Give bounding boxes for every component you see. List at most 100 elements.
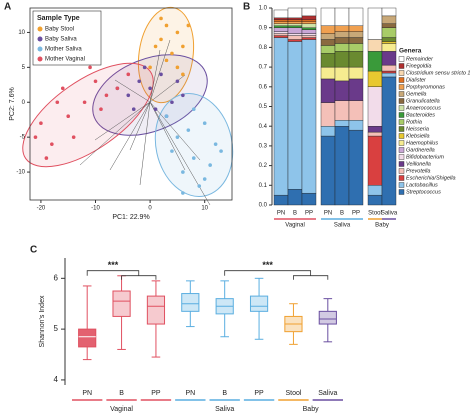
- sig-bracket: [293, 275, 329, 280]
- y-tick-label: 0.5: [259, 104, 268, 110]
- legend-label: Porphyromonas: [406, 84, 445, 90]
- y-tick-label: 1.0: [259, 6, 268, 12]
- bar-segment: [301, 29, 317, 34]
- point: [126, 72, 131, 77]
- legend-label: Remainder: [406, 56, 434, 62]
- plot-frame: [29, 7, 233, 201]
- bar-segment: [367, 7, 383, 40]
- legend-swatch: [398, 154, 405, 160]
- bar-segment: [381, 43, 397, 52]
- bar-segment: [334, 25, 350, 32]
- bar-segment: [334, 125, 350, 206]
- bar-segment: [334, 37, 350, 44]
- arrow: [79, 101, 151, 166]
- legend-label: Anaerococcus: [405, 105, 441, 111]
- x-tick-label: PP: [254, 390, 264, 397]
- bar-segment: [273, 19, 289, 22]
- point: [159, 16, 163, 21]
- y-tick-label: 0.7: [259, 65, 268, 71]
- y-tick-label: 0.1: [259, 183, 268, 189]
- legend-swatch: [398, 56, 405, 62]
- bar-segment: [381, 23, 397, 28]
- bar-segment: [367, 39, 383, 52]
- point: [104, 93, 109, 98]
- bar-segment: [301, 33, 317, 36]
- legend-box: [32, 10, 102, 66]
- legend-title: Sample Type: [37, 15, 80, 22]
- box: [112, 290, 131, 317]
- group-label: Baby: [303, 406, 319, 413]
- bar-segment: [273, 194, 289, 206]
- arrow: [94, 101, 151, 141]
- bar-segment: [287, 25, 303, 28]
- bar-segment: [381, 27, 397, 38]
- legend-label: Baby Stool: [45, 27, 74, 33]
- bar-segment: [348, 120, 364, 131]
- bar-segment: [367, 51, 383, 72]
- arrow: [129, 101, 151, 151]
- point: [126, 93, 131, 98]
- arrow: [149, 101, 211, 206]
- legend-swatch: [398, 147, 405, 153]
- x-tick-label: PN: [324, 211, 332, 217]
- point: [191, 156, 196, 160]
- arrow: [114, 79, 151, 103]
- point: [202, 121, 207, 125]
- group-label: Saliva: [215, 406, 234, 413]
- point: [202, 177, 207, 181]
- bar-segment: [301, 37, 317, 40]
- bar-segment: [334, 31, 350, 38]
- bar-segment: [334, 51, 350, 68]
- bar-segment: [287, 17, 303, 21]
- bar-segment: [301, 192, 317, 206]
- legend-label: Bacteroides: [406, 112, 435, 118]
- point: [131, 107, 136, 112]
- bar-segment: [320, 78, 336, 103]
- point: [197, 184, 202, 188]
- x-tick-label: PP: [305, 211, 313, 217]
- x-tick-label: 10: [201, 206, 208, 212]
- x-tick-label: B: [340, 211, 344, 217]
- point: [159, 37, 163, 42]
- y-tick-label: 5: [54, 324, 59, 333]
- bar-segment: [287, 21, 303, 24]
- legend-swatch: [398, 175, 405, 181]
- bar-segment: [273, 25, 289, 28]
- bar-segment: [320, 135, 336, 206]
- legend-swatch: [398, 126, 405, 132]
- box: [249, 295, 269, 312]
- legend-label: Dialister: [406, 77, 427, 83]
- bar-segment: [273, 21, 289, 24]
- legend-label: Granulicatella: [406, 98, 440, 104]
- bar-segment: [367, 185, 383, 196]
- legend-label: Baby Saliva: [45, 37, 77, 43]
- bar-segment: [381, 7, 397, 17]
- panel-label: C: [30, 245, 37, 256]
- bar-segment: [287, 7, 303, 19]
- point: [164, 23, 169, 28]
- bar-segment: [381, 64, 397, 72]
- bar-segment: [287, 189, 303, 206]
- loading-arrows: [79, 39, 211, 206]
- bar-segment: [381, 70, 397, 74]
- box: [78, 328, 97, 348]
- sig-bracket: [121, 275, 157, 280]
- legend-label: Lactobacillus: [406, 182, 438, 188]
- sig-bracket: [86, 270, 140, 276]
- point: [142, 65, 147, 70]
- x-tick-label: PN: [82, 390, 92, 397]
- x-tick-label: Saliva: [381, 211, 398, 217]
- bar-segment: [301, 15, 317, 21]
- arrow: [139, 101, 151, 186]
- point: [153, 44, 158, 49]
- panel-a-decor: [22, 6, 234, 206]
- legend-label: Gemella: [406, 91, 426, 97]
- bar-segment: [348, 7, 364, 26]
- point: [93, 79, 98, 84]
- y-tick-label: 0.3: [259, 143, 268, 149]
- legend-label: Klebsiella: [406, 133, 430, 139]
- bar-segment: [301, 7, 317, 17]
- bar-segment: [301, 19, 317, 22]
- bar-segment: [320, 125, 336, 137]
- point: [186, 128, 191, 132]
